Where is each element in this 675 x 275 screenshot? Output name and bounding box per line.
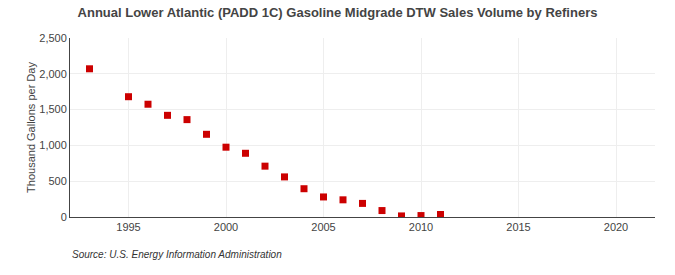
svg-text:2005: 2005 [311, 221, 335, 233]
svg-text:Thousand Gallons per Day: Thousand Gallons per Day [25, 62, 37, 193]
svg-text:Source: U.S. Energy Informatio: Source: U.S. Energy Information Administ… [72, 249, 282, 260]
svg-text:2,500: 2,500 [39, 32, 67, 44]
svg-text:1,500: 1,500 [39, 103, 67, 115]
svg-text:2010: 2010 [409, 221, 433, 233]
svg-text:1,000: 1,000 [39, 139, 67, 151]
svg-text:2000: 2000 [214, 221, 238, 233]
svg-text:1995: 1995 [116, 221, 140, 233]
svg-text:2,000: 2,000 [39, 68, 67, 80]
svg-text:2015: 2015 [506, 221, 530, 233]
svg-text:2020: 2020 [604, 221, 628, 233]
svg-text:500: 500 [48, 175, 66, 187]
svg-text:Annual Lower Atlantic (PADD 1C: Annual Lower Atlantic (PADD 1C) Gasoline… [78, 5, 598, 20]
svg-text:0: 0 [61, 211, 67, 223]
